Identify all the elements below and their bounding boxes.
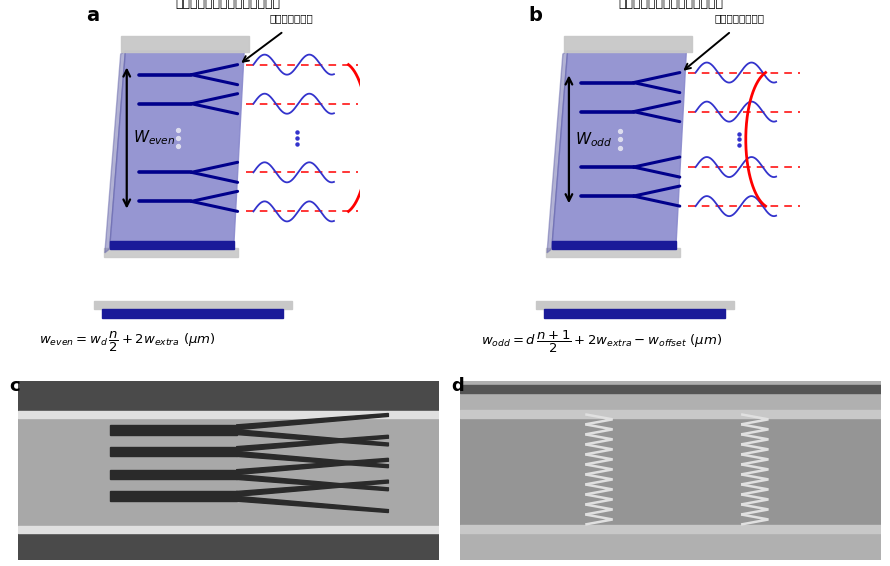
- Polygon shape: [110, 425, 237, 435]
- Polygon shape: [110, 470, 237, 479]
- Polygon shape: [563, 36, 692, 52]
- Polygon shape: [18, 381, 439, 412]
- Polygon shape: [237, 414, 388, 430]
- Text: $w_{even} = w_d\,\dfrac{n}{2} + 2w_{extra}\ (\mu m)$: $w_{even} = w_d\,\dfrac{n}{2} + 2w_{extr…: [39, 331, 215, 354]
- Polygon shape: [18, 526, 439, 533]
- Polygon shape: [552, 242, 676, 249]
- Polygon shape: [460, 525, 881, 533]
- Polygon shape: [237, 435, 388, 452]
- Text: d: d: [451, 378, 465, 396]
- Polygon shape: [109, 242, 234, 249]
- Polygon shape: [121, 36, 249, 52]
- Polygon shape: [460, 381, 881, 560]
- Text: $W_{odd}$: $W_{odd}$: [575, 130, 612, 149]
- Polygon shape: [237, 430, 388, 446]
- Polygon shape: [104, 248, 238, 258]
- Text: $W_{even}$: $W_{even}$: [133, 128, 175, 147]
- Polygon shape: [110, 491, 237, 501]
- Text: b: b: [528, 6, 542, 25]
- Text: a: a: [85, 6, 99, 25]
- Polygon shape: [460, 385, 881, 393]
- Polygon shape: [536, 301, 733, 309]
- Text: 完整超材料模块: 完整超材料模块: [270, 13, 313, 23]
- Polygon shape: [237, 480, 388, 496]
- Title: 偶数阶模式调控器件结构示意图: 偶数阶模式调控器件结构示意图: [176, 0, 281, 10]
- Polygon shape: [18, 381, 439, 560]
- Text: c: c: [10, 378, 20, 396]
- Polygon shape: [93, 301, 292, 309]
- Polygon shape: [105, 51, 125, 253]
- Polygon shape: [18, 412, 439, 532]
- Polygon shape: [544, 308, 725, 318]
- Polygon shape: [460, 410, 881, 532]
- Text: $w_{odd} = d\,\dfrac{n+1}{2} + 2w_{extra} - w_{offset}\ (\mu m)$: $w_{odd} = d\,\dfrac{n+1}{2} + 2w_{extra…: [481, 329, 722, 355]
- Polygon shape: [109, 51, 244, 249]
- Text: 不完整超材料模块: 不完整超材料模块: [714, 13, 765, 23]
- Title: 奇数阶模式调控器件结构示意图: 奇数阶模式调控器件结构示意图: [618, 0, 723, 10]
- Polygon shape: [552, 51, 686, 249]
- Polygon shape: [18, 532, 439, 560]
- Polygon shape: [237, 474, 388, 491]
- Polygon shape: [237, 496, 388, 513]
- Polygon shape: [102, 308, 283, 318]
- Polygon shape: [460, 532, 881, 560]
- Polygon shape: [110, 447, 237, 456]
- Polygon shape: [237, 452, 388, 468]
- Polygon shape: [237, 458, 388, 474]
- Polygon shape: [547, 51, 568, 253]
- Polygon shape: [18, 410, 439, 418]
- Polygon shape: [546, 248, 680, 258]
- Polygon shape: [460, 410, 881, 418]
- Polygon shape: [460, 381, 881, 410]
